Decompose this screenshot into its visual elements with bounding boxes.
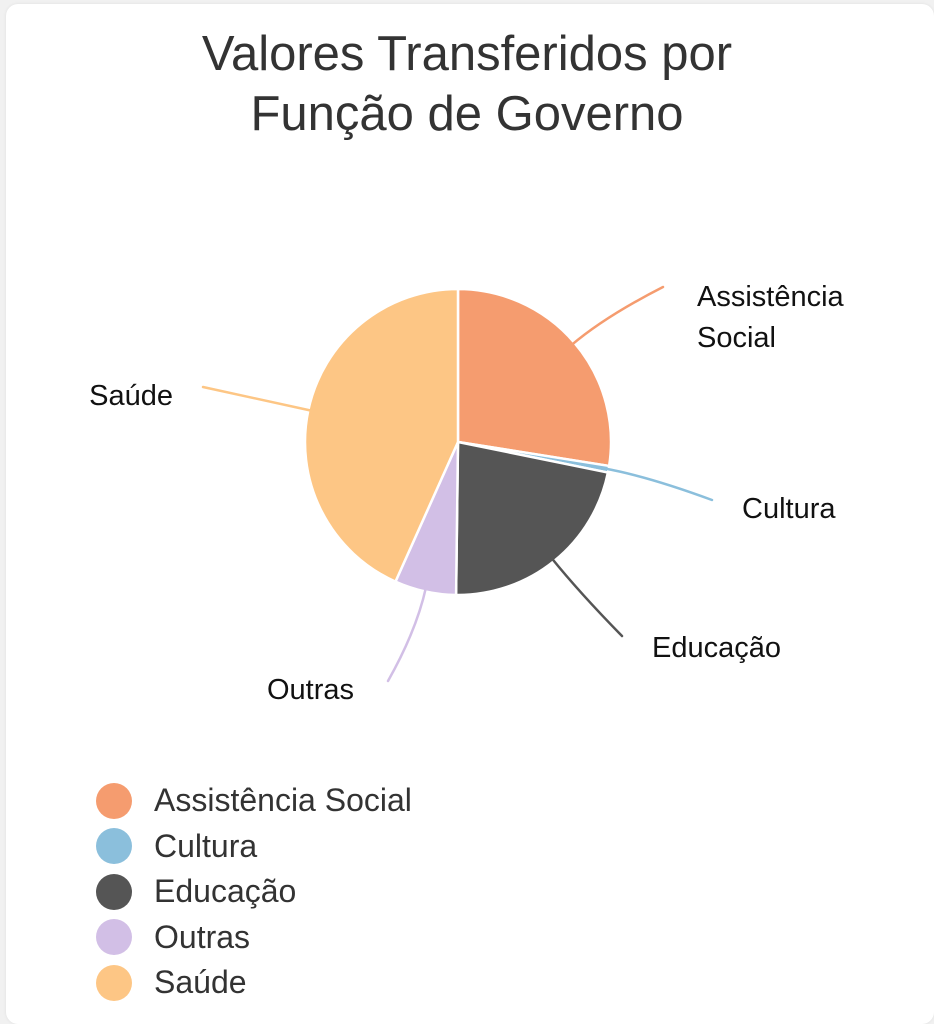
slice-label-educacao: Educação bbox=[652, 632, 781, 664]
slice-label-assistencia-social: Assistência Social bbox=[697, 281, 845, 354]
legend-label-assistencia-social: Assistência Social bbox=[154, 782, 412, 819]
chart-legend: Assistência Social Cultura Educação Outr… bbox=[96, 778, 412, 1006]
legend-label-educacao: Educação bbox=[154, 873, 297, 910]
chart-title: Valores Transferidos por Função de Gover… bbox=[0, 24, 934, 144]
leader-line-assistencia-social bbox=[570, 285, 665, 347]
legend-item-assistencia-social[interactable]: Assistência Social bbox=[96, 778, 412, 824]
legend-item-outras[interactable]: Outras bbox=[96, 915, 412, 961]
pie-slices bbox=[303, 287, 613, 597]
legend-swatch-cultura bbox=[96, 828, 132, 865]
legend-item-cultura[interactable]: Cultura bbox=[96, 824, 412, 870]
slice-label-cultura: Cultura bbox=[742, 493, 836, 525]
legend-swatch-assistencia-social bbox=[96, 782, 132, 819]
pie-callouts: Assistência Social Cultura Educação Outras Sa… bbox=[89, 281, 844, 706]
legend-label-saude: Saúde bbox=[154, 964, 247, 1001]
chart-title-line-2: Função de Governo bbox=[250, 87, 684, 141]
legend-swatch-educacao bbox=[96, 873, 132, 910]
legend-swatch-outras bbox=[96, 919, 132, 956]
leader-line-saude bbox=[201, 385, 314, 413]
leader-line-cultura bbox=[603, 467, 714, 502]
chart-title-line-1: Valores Transferidos por bbox=[201, 27, 733, 81]
leader-line-outras bbox=[386, 586, 428, 683]
legend-swatch-saude bbox=[96, 964, 132, 1001]
slice-label-saude: Saúde bbox=[89, 380, 173, 412]
legend-item-saude[interactable]: Saúde bbox=[96, 960, 412, 1006]
legend-item-educacao[interactable]: Educação bbox=[96, 869, 412, 915]
leader-line-educacao bbox=[550, 556, 624, 638]
legend-label-outras: Outras bbox=[154, 918, 251, 955]
slice-label-outras: Outras bbox=[267, 674, 354, 706]
legend-label-cultura: Cultura bbox=[154, 827, 258, 864]
pie-slice-assistencia-social[interactable] bbox=[456, 287, 613, 468]
